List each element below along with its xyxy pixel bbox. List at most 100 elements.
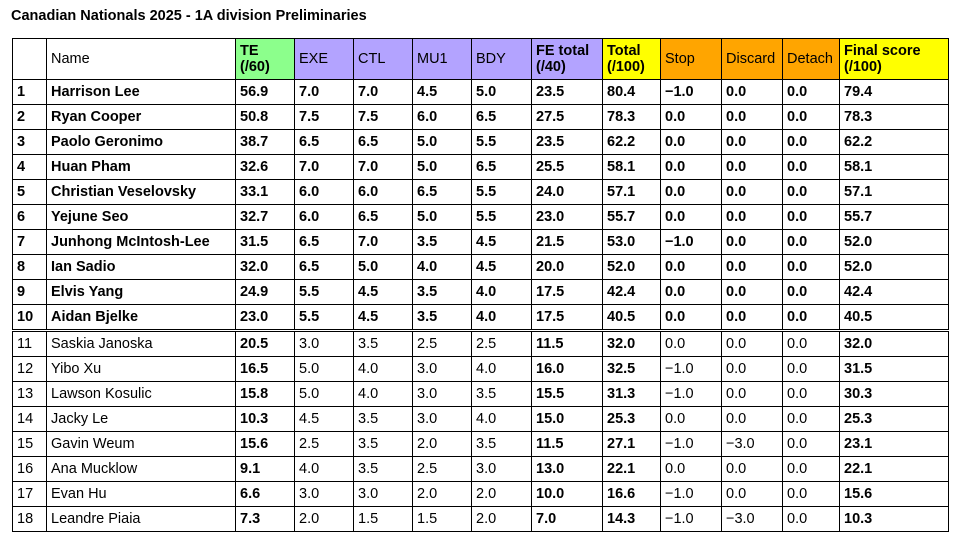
fe-total-cell: 11.5: [531, 329, 603, 357]
header-te: TE (/60): [235, 38, 295, 80]
stop-cell: −1.0: [660, 229, 722, 255]
final-score-cell: 32.0: [839, 329, 949, 357]
table-row: 15 Gavin Weum 15.6 2.5 3.5 2.0 3.5 11.5 27.1 −1.0…: [12, 431, 949, 457]
detach-cell: 0.0: [782, 79, 840, 105]
te-cell: 7.3: [235, 506, 295, 532]
bdy-cell: 5.0: [471, 79, 532, 105]
bdy-cell: 5.5: [471, 179, 532, 205]
name-cell: Gavin Weum: [46, 431, 236, 457]
exe-cell: 6.0: [294, 179, 354, 205]
ctl-cell: 4.0: [353, 381, 413, 407]
stop-cell: 0.0: [660, 304, 722, 331]
discard-cell: 0.0: [721, 104, 783, 130]
discard-cell: 0.0: [721, 129, 783, 155]
fe-total-cell: 16.0: [531, 356, 603, 382]
discard-cell: 0.0: [721, 406, 783, 432]
detach-cell: 0.0: [782, 229, 840, 255]
bdy-cell: 2.5: [471, 329, 532, 357]
ctl-cell: 3.5: [353, 431, 413, 457]
table-row: 9 Elvis Yang 24.9 5.5 4.5 3.5 4.0 17.5 42.4 0.0 0.…: [12, 279, 949, 305]
exe-cell: 2.5: [294, 431, 354, 457]
table-row: 16 Ana Mucklow 9.1 4.0 3.5 2.5 3.0 13.0 22.1 0.0 0…: [12, 456, 949, 482]
te-cell: 33.1: [235, 179, 295, 205]
name-cell: Leandre Piaia: [46, 506, 236, 532]
rank-cell: 6: [12, 204, 47, 230]
name-cell: Jacky Le: [46, 406, 236, 432]
total-cell: 14.3: [602, 506, 661, 532]
table-row: 3 Paolo Geronimo 38.7 6.5 6.5 5.0 5.5 23.5 62.2 0…: [12, 129, 949, 155]
fe-total-cell: 13.0: [531, 456, 603, 482]
ctl-cell: 3.5: [353, 456, 413, 482]
name-cell: Paolo Geronimo: [46, 129, 236, 155]
final-score-cell: 52.0: [839, 254, 949, 280]
exe-cell: 3.0: [294, 329, 354, 357]
discard-cell: 0.0: [721, 329, 783, 357]
discard-cell: 0.0: [721, 179, 783, 205]
detach-cell: 0.0: [782, 329, 840, 357]
ctl-cell: 3.0: [353, 481, 413, 507]
detach-cell: 0.0: [782, 456, 840, 482]
discard-cell: 0.0: [721, 154, 783, 180]
te-cell: 9.1: [235, 456, 295, 482]
mu1-cell: 2.0: [412, 431, 472, 457]
header-name: Name: [46, 38, 236, 80]
detach-cell: 0.0: [782, 129, 840, 155]
detach-cell: 0.0: [782, 279, 840, 305]
te-cell: 31.5: [235, 229, 295, 255]
bdy-cell: 6.5: [471, 104, 532, 130]
mu1-cell: 3.5: [412, 304, 472, 331]
fe-total-cell: 17.5: [531, 279, 603, 305]
exe-cell: 5.0: [294, 381, 354, 407]
rank-cell: 10: [12, 304, 47, 331]
header-total: Total (/100): [602, 38, 661, 80]
header-fe-max: (/40): [536, 59, 566, 75]
fe-total-cell: 23.5: [531, 129, 603, 155]
total-cell: 22.1: [602, 456, 661, 482]
stop-cell: −1.0: [660, 79, 722, 105]
final-score-cell: 31.5: [839, 356, 949, 382]
rank-cell: 18: [12, 506, 47, 532]
mu1-cell: 5.0: [412, 129, 472, 155]
fe-total-cell: 21.5: [531, 229, 603, 255]
fe-total-cell: 27.5: [531, 104, 603, 130]
total-cell: 40.5: [602, 304, 661, 331]
rank-cell: 12: [12, 356, 47, 382]
header-row: Name TE (/60) EXE CTL MU1 BDY FE total (/4…: [12, 38, 949, 80]
mu1-cell: 3.0: [412, 406, 472, 432]
name-cell: Christian Veselovsky: [46, 179, 236, 205]
total-cell: 52.0: [602, 254, 661, 280]
total-cell: 80.4: [602, 79, 661, 105]
detach-cell: 0.0: [782, 381, 840, 407]
detach-cell: 0.0: [782, 154, 840, 180]
discard-cell: 0.0: [721, 356, 783, 382]
stop-cell: 0.0: [660, 456, 722, 482]
final-score-cell: 25.3: [839, 406, 949, 432]
table-row: 14 Jacky Le 10.3 4.5 3.5 3.0 4.0 15.0 25.3 0.0 0.0…: [12, 406, 949, 432]
mu1-cell: 5.0: [412, 154, 472, 180]
ctl-cell: 1.5: [353, 506, 413, 532]
detach-cell: 0.0: [782, 481, 840, 507]
bdy-cell: 2.0: [471, 506, 532, 532]
header-stop: Stop: [660, 38, 722, 80]
header-final-score: Final score (/100): [839, 38, 949, 80]
header-exe: EXE: [294, 38, 354, 80]
discard-cell: 0.0: [721, 279, 783, 305]
total-cell: 16.6: [602, 481, 661, 507]
mu1-cell: 3.5: [412, 229, 472, 255]
fe-total-cell: 24.0: [531, 179, 603, 205]
name-cell: Junhong McIntosh-Lee: [46, 229, 236, 255]
stop-cell: 0.0: [660, 129, 722, 155]
header-te-label: TE: [240, 43, 259, 59]
final-score-cell: 62.2: [839, 129, 949, 155]
rank-cell: 13: [12, 381, 47, 407]
name-cell: Ian Sadio: [46, 254, 236, 280]
results-table: Name TE (/60) EXE CTL MU1 BDY FE total (/4…: [12, 38, 949, 532]
total-cell: 53.0: [602, 229, 661, 255]
ctl-cell: 4.0: [353, 356, 413, 382]
header-final-max: (/100): [844, 59, 882, 75]
detach-cell: 0.0: [782, 304, 840, 331]
header-total-max: (/100): [607, 59, 645, 75]
header-fe-label: FE total: [536, 43, 590, 59]
stop-cell: −1.0: [660, 381, 722, 407]
header-final-label: Final score: [844, 43, 921, 59]
